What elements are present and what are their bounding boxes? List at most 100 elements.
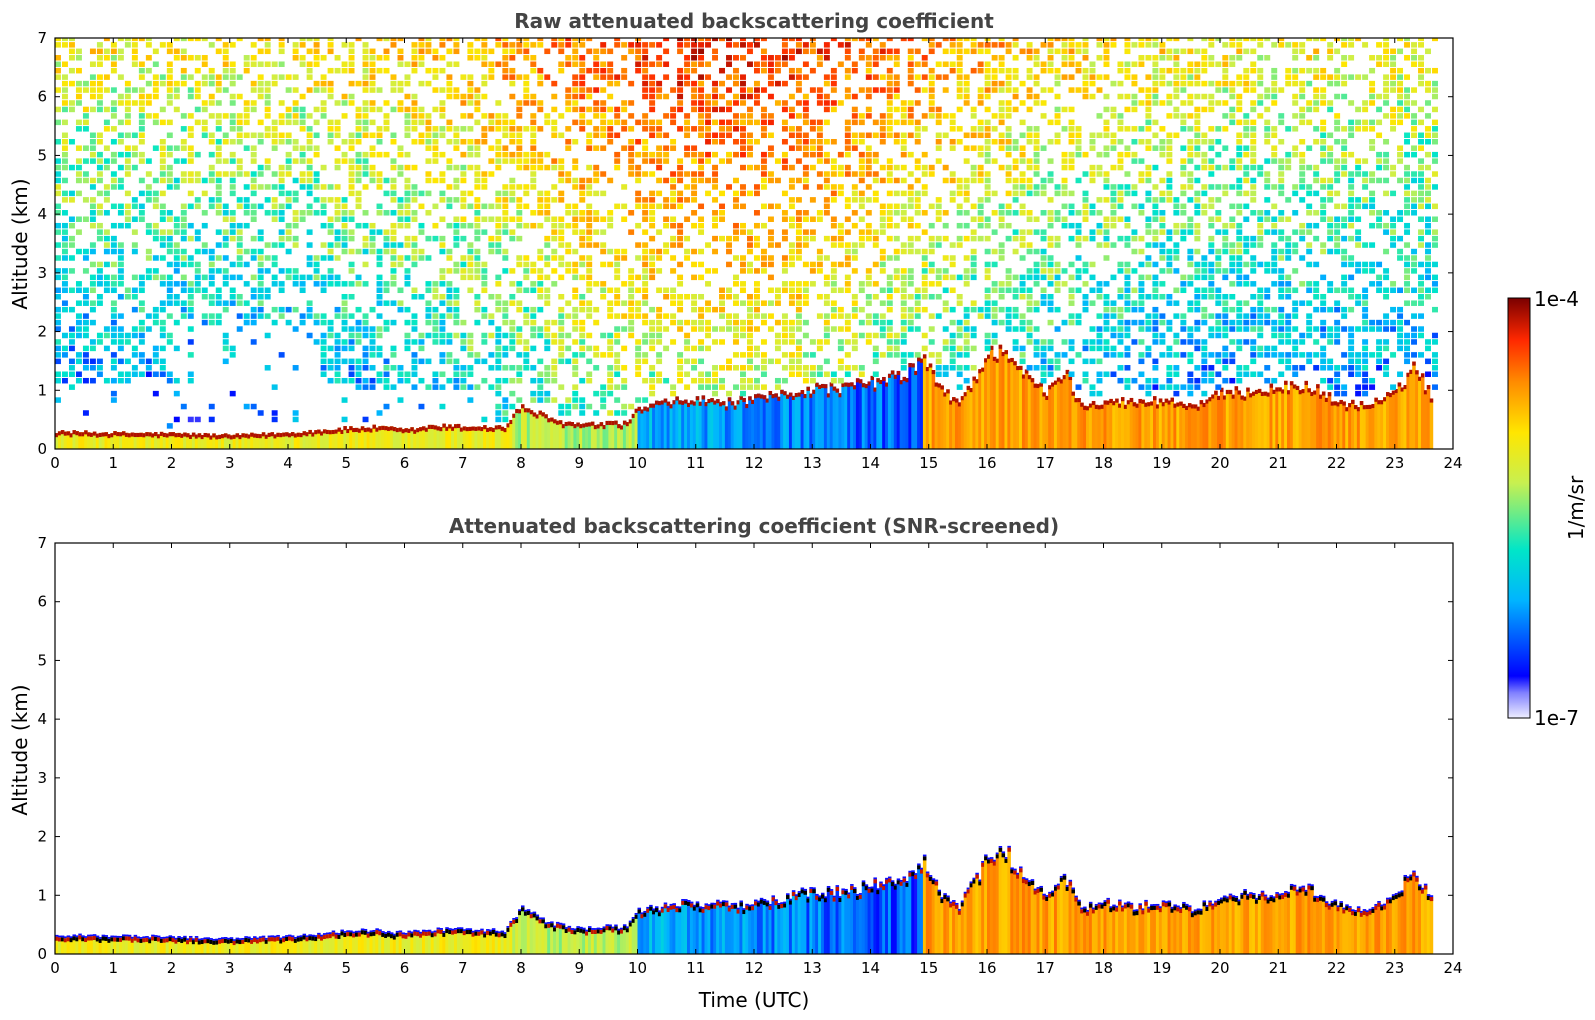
heat-cell bbox=[250, 274, 257, 281]
heat-cell bbox=[518, 409, 522, 449]
heat-cell bbox=[998, 132, 1005, 139]
heat-cell bbox=[152, 177, 159, 184]
heat-cell bbox=[341, 67, 348, 74]
heat-cell bbox=[187, 151, 194, 158]
heat-cell bbox=[681, 400, 685, 449]
heat-cell bbox=[788, 164, 795, 171]
heat-cell bbox=[579, 106, 586, 113]
heat-cell bbox=[844, 365, 851, 371]
heat-cell bbox=[271, 184, 278, 190]
heat-cell bbox=[544, 339, 551, 345]
heat-cell bbox=[523, 339, 530, 345]
heat-cell bbox=[937, 383, 941, 388]
heat-cell bbox=[733, 229, 739, 235]
heat-cell bbox=[495, 300, 502, 306]
heat-cell bbox=[530, 397, 537, 403]
heat-cell bbox=[313, 80, 320, 87]
heat-cell bbox=[173, 106, 180, 113]
heat-cell bbox=[341, 210, 348, 216]
heat-cell bbox=[678, 400, 682, 449]
heat-cell bbox=[809, 352, 816, 358]
heat-cell bbox=[530, 113, 537, 119]
heat-cell bbox=[893, 374, 898, 379]
heat-cell bbox=[327, 248, 334, 255]
heat-cell bbox=[250, 255, 257, 261]
heat-cell bbox=[1359, 401, 1364, 449]
heat-cell bbox=[649, 61, 656, 67]
heat-cell bbox=[166, 87, 173, 93]
heat-cell bbox=[376, 274, 383, 281]
heat-cell bbox=[103, 235, 110, 242]
heat-cell bbox=[754, 394, 758, 399]
heat-cell bbox=[89, 145, 96, 151]
heat-cell bbox=[921, 293, 928, 300]
heat-cell bbox=[327, 80, 334, 87]
raw-backscatter-panel: Raw attenuated backscattering coefficien… bbox=[8, 9, 1463, 472]
heat-cell bbox=[1278, 387, 1282, 392]
heat-cell bbox=[1103, 400, 1108, 449]
heat-cell bbox=[830, 106, 837, 113]
heat-cell bbox=[754, 345, 760, 352]
heat-cell bbox=[656, 145, 663, 151]
heat-cell bbox=[535, 414, 540, 449]
heat-cell bbox=[264, 293, 271, 300]
heat-cell bbox=[145, 38, 152, 42]
heat-cell bbox=[809, 126, 816, 132]
heat-cell bbox=[893, 287, 900, 294]
heat-cell bbox=[523, 261, 530, 268]
heat-cell bbox=[348, 80, 355, 87]
heat-cell bbox=[637, 406, 642, 449]
heat-cell bbox=[719, 119, 725, 126]
heat-cell bbox=[851, 38, 858, 42]
heat-cell bbox=[116, 432, 120, 437]
heat-cell bbox=[747, 261, 753, 268]
heat-cell bbox=[672, 400, 676, 405]
heat-cell bbox=[935, 313, 942, 319]
heat-cell bbox=[509, 67, 516, 74]
heat-cell bbox=[879, 255, 886, 261]
heat-cell bbox=[145, 113, 152, 119]
heat-cell bbox=[334, 255, 341, 261]
heat-cell bbox=[537, 358, 544, 365]
heat-cell bbox=[334, 132, 341, 139]
heat-cell bbox=[145, 197, 152, 203]
heat-cell bbox=[152, 197, 159, 203]
heat-cell bbox=[942, 326, 949, 332]
heat-cell bbox=[544, 113, 551, 119]
heat-cell bbox=[187, 313, 194, 319]
heat-cell bbox=[886, 281, 893, 287]
heat-cell bbox=[432, 203, 439, 210]
heat-cell bbox=[421, 426, 426, 449]
heat-cell bbox=[565, 42, 572, 48]
heat-cell bbox=[844, 248, 851, 255]
heat-cell bbox=[1173, 403, 1177, 408]
heat-cell bbox=[313, 119, 320, 126]
heat-cell bbox=[296, 432, 301, 449]
heat-cell bbox=[145, 326, 152, 332]
heat-cell bbox=[1420, 373, 1425, 449]
heat-cell bbox=[663, 398, 668, 403]
heat-cell bbox=[921, 345, 928, 352]
heat-cell bbox=[823, 319, 830, 326]
heat-cell bbox=[882, 376, 886, 449]
heat-cell bbox=[467, 248, 474, 255]
heat-cell bbox=[698, 326, 705, 332]
heat-cell bbox=[124, 377, 131, 384]
heat-cell bbox=[320, 197, 327, 203]
heat-cell bbox=[203, 432, 208, 449]
heat-cell bbox=[726, 365, 732, 371]
heat-cell bbox=[488, 248, 495, 255]
heat-cell bbox=[1257, 388, 1262, 394]
heat-cell bbox=[873, 387, 877, 449]
heat-cell bbox=[138, 371, 145, 377]
heat-cell bbox=[288, 433, 292, 449]
heat-cell bbox=[488, 332, 495, 339]
heat-cell bbox=[544, 274, 551, 281]
heat-cell bbox=[747, 268, 753, 274]
heat-cell bbox=[663, 216, 670, 222]
heat-cell bbox=[474, 210, 481, 216]
heat-cell bbox=[306, 184, 313, 190]
heat-cell bbox=[791, 395, 796, 449]
heat-cell bbox=[257, 261, 264, 268]
heat-cell bbox=[579, 67, 586, 74]
